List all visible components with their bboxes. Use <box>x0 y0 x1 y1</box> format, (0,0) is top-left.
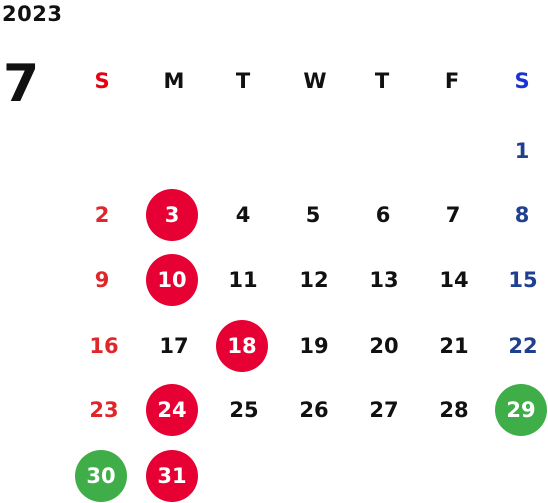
day-cell[interactable]: 26 <box>299 398 329 422</box>
day-cell[interactable]: 9 <box>94 268 110 292</box>
weekday-sunday: S <box>94 69 110 93</box>
day-cell[interactable]: 19 <box>299 334 329 358</box>
weekday-friday: F <box>444 69 460 93</box>
weekday-monday: M <box>163 69 185 93</box>
day-cell-highlighted[interactable]: 24 <box>146 384 198 436</box>
day-cell-highlighted[interactable]: 18 <box>216 320 268 372</box>
day-cell[interactable]: 20 <box>369 334 399 358</box>
day-cell[interactable]: 7 <box>445 203 461 227</box>
weekday-thursday: T <box>374 69 390 93</box>
weekday-saturday: S <box>514 69 530 93</box>
day-cell[interactable]: 17 <box>159 334 189 358</box>
day-cell-highlighted[interactable]: 10 <box>146 254 198 306</box>
month-label: 7 <box>3 54 40 114</box>
day-cell[interactable]: 13 <box>369 268 399 292</box>
day-cell[interactable]: 6 <box>375 203 391 227</box>
weekday-wednesday: W <box>303 69 327 93</box>
day-cell-highlighted[interactable]: 31 <box>146 450 198 502</box>
day-cell[interactable]: 5 <box>305 203 321 227</box>
day-cell[interactable]: 15 <box>508 268 538 292</box>
day-cell[interactable]: 23 <box>89 398 119 422</box>
day-cell[interactable]: 4 <box>235 203 251 227</box>
day-cell-highlighted[interactable]: 30 <box>75 450 127 502</box>
day-cell[interactable]: 28 <box>439 398 469 422</box>
day-cell[interactable]: 11 <box>228 268 258 292</box>
day-cell[interactable]: 2 <box>94 203 110 227</box>
day-cell[interactable]: 8 <box>514 203 530 227</box>
day-cell-highlighted[interactable]: 29 <box>495 384 547 436</box>
day-cell[interactable]: 14 <box>439 268 469 292</box>
year-label: 2023 <box>2 2 63 26</box>
day-cell[interactable]: 21 <box>439 334 469 358</box>
day-cell[interactable]: 16 <box>89 334 119 358</box>
day-cell[interactable]: 12 <box>299 268 329 292</box>
day-cell-highlighted[interactable]: 3 <box>146 189 198 241</box>
day-cell[interactable]: 1 <box>514 139 530 163</box>
day-cell[interactable]: 25 <box>229 398 259 422</box>
day-cell[interactable]: 27 <box>369 398 399 422</box>
weekday-tuesday: T <box>235 69 251 93</box>
day-cell[interactable]: 22 <box>508 334 538 358</box>
